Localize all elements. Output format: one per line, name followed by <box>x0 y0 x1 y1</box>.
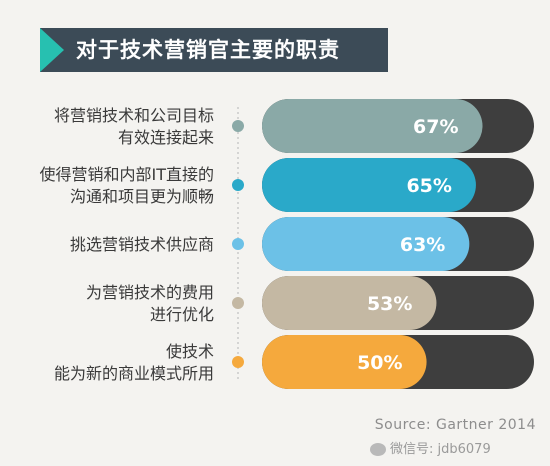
watermark-text: 微信号: jdb6079 <box>390 442 491 457</box>
bar-value-label: 50% <box>357 352 402 374</box>
row-dot <box>232 120 244 132</box>
row-dot <box>232 356 244 368</box>
category-label: 使得营销和内部IT直接的 <box>40 165 215 184</box>
title-bar: 对于技术营销官主要的职责 <box>40 28 388 72</box>
category-label: 挑选营销技术供应商 <box>70 235 214 254</box>
wechat-watermark: 微信号: jdb6079 <box>370 438 491 457</box>
bar-value-label: 53% <box>367 293 412 315</box>
bar-value-label: 63% <box>400 234 445 256</box>
row-dot <box>232 179 244 191</box>
bar <box>262 158 476 212</box>
source-credit: Source: Gartner 2014 <box>374 417 536 433</box>
category-label: 能为新的商业模式所用 <box>54 364 214 383</box>
bar <box>262 276 437 330</box>
bar <box>262 99 483 153</box>
category-label: 沟通和项目更为顺畅 <box>70 187 214 206</box>
row-dot <box>232 238 244 250</box>
row-dot <box>232 297 244 309</box>
bar <box>262 217 470 271</box>
title-accent-triangle <box>40 28 64 72</box>
bar <box>262 335 427 389</box>
category-label: 有效连接起来 <box>118 128 214 147</box>
category-label: 使技术 <box>166 342 214 361</box>
category-label: 将营销技术和公司目标 <box>54 106 214 125</box>
chart-title: 对于技术营销官主要的职责 <box>76 38 340 62</box>
category-label: 为营销技术的费用 <box>86 283 214 302</box>
bar-value-label: 65% <box>406 175 451 197</box>
wechat-icon <box>370 443 386 456</box>
bar-value-label: 67% <box>413 116 458 138</box>
category-label: 进行优化 <box>150 305 214 324</box>
